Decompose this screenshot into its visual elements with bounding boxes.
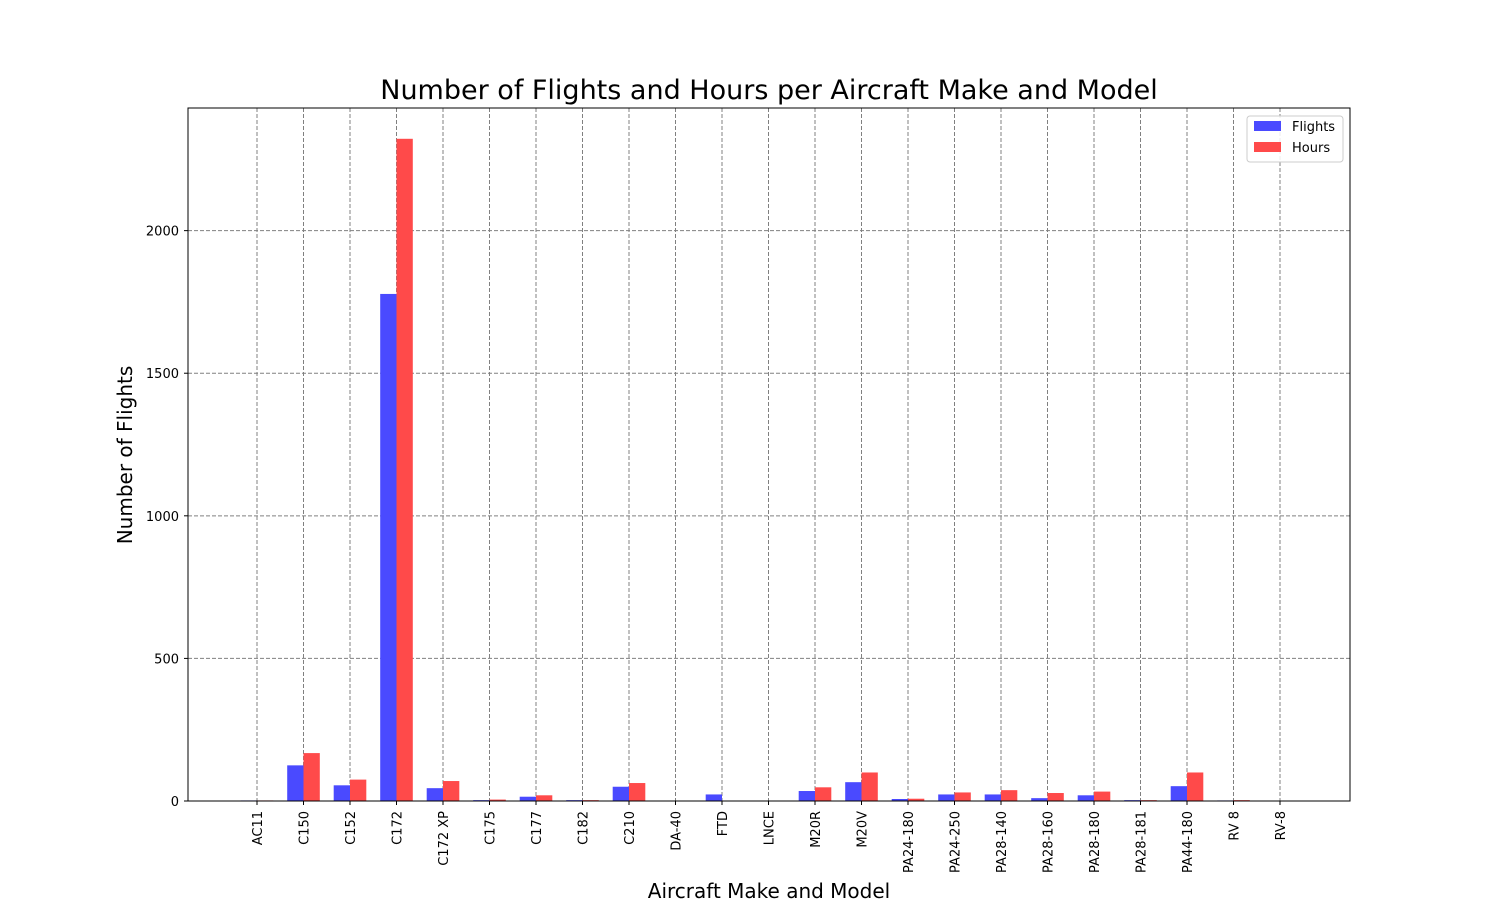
bar-hours: [489, 799, 506, 801]
bar-flights: [426, 788, 443, 801]
x-tick-label: LNCE: [763, 811, 778, 845]
legend: Flights Hours: [1246, 115, 1344, 163]
bar-hours: [1187, 772, 1204, 801]
x-tick-label: FTD: [716, 811, 731, 836]
x-tick-label: C175: [484, 811, 499, 845]
y-tick-label: 2000: [146, 225, 179, 240]
grid-lines: [188, 108, 1350, 801]
bar-hours: [861, 772, 878, 801]
x-tick-label: PA24-180: [902, 811, 917, 873]
bar-hours: [1001, 790, 1018, 801]
bar-hours: [350, 779, 367, 801]
x-tick-label: C172: [391, 811, 406, 845]
y-tick-label: 1500: [146, 367, 179, 382]
bar-hours: [1047, 793, 1064, 801]
bar-flights: [938, 794, 955, 801]
x-axis-ticks: AC11 C150 C152 C172 C172 XP C175 C177 C182 C210 D…: [251, 801, 1289, 873]
bar-flights: [333, 785, 350, 801]
x-tick-label: RV-8: [1274, 811, 1289, 840]
bars: [240, 138, 1250, 802]
bar-hours: [908, 798, 925, 801]
x-tick-label: PA28-181: [1135, 811, 1150, 873]
x-tick-label: PA28-180: [1088, 811, 1103, 873]
x-tick-label: C182: [577, 811, 592, 845]
x-tick-label: AC11: [251, 811, 266, 845]
x-tick-label: DA-40: [670, 811, 685, 851]
y-tick-label: 0: [171, 795, 179, 810]
x-axis-label: Aircraft Make and Model: [648, 879, 890, 900]
bar-flights: [1031, 798, 1048, 801]
bar-flights: [798, 791, 815, 801]
bar-flights: [519, 796, 536, 801]
legend-swatch: [1254, 121, 1281, 131]
bar-hours: [443, 781, 460, 801]
bar-hours: [1094, 791, 1111, 801]
bar-hours: [629, 783, 646, 801]
x-tick-label: PA28-140: [995, 811, 1010, 873]
legend-label: Hours: [1292, 141, 1330, 156]
x-tick-label: PA24-250: [949, 811, 964, 873]
x-tick-label: M20R: [809, 811, 824, 848]
x-tick-label: C210: [623, 811, 638, 845]
x-tick-label: PA28-160: [1042, 811, 1057, 873]
bar-flights: [612, 786, 629, 801]
bar-hours: [536, 795, 553, 801]
bar-flights: [705, 794, 722, 801]
y-tick-label: 500: [154, 652, 179, 667]
x-tick-label: C172 XP: [437, 811, 452, 866]
bar-hours: [303, 753, 320, 801]
x-tick-label: RV 8: [1228, 811, 1243, 841]
bar-hours: [815, 787, 832, 801]
bar-hours: [396, 138, 413, 802]
bar-flights: [1077, 795, 1094, 801]
x-tick-label: C177: [530, 811, 545, 845]
x-tick-label: C152: [344, 811, 359, 845]
y-axis-label: Number of Flights: [113, 366, 137, 545]
x-tick-label: C150: [298, 811, 313, 845]
bar-flights: [287, 765, 304, 801]
legend-swatch: [1254, 142, 1281, 152]
x-tick-label: PA44-180: [1181, 811, 1196, 873]
bar-flights: [845, 782, 862, 801]
bar-flights: [891, 799, 908, 801]
bar-hours: [954, 792, 971, 801]
bar-flights: [380, 293, 397, 801]
legend-label: Flights: [1292, 120, 1335, 135]
y-axis-ticks: 0 500 1000 1500 2000: [146, 225, 188, 810]
x-tick-label: M20V: [856, 811, 871, 848]
chart-title: Number of Flights and Hours per Aircraft…: [380, 75, 1158, 106]
bar-flights: [1170, 786, 1187, 801]
bar-flights: [984, 794, 1001, 801]
y-tick-label: 1000: [146, 510, 179, 525]
